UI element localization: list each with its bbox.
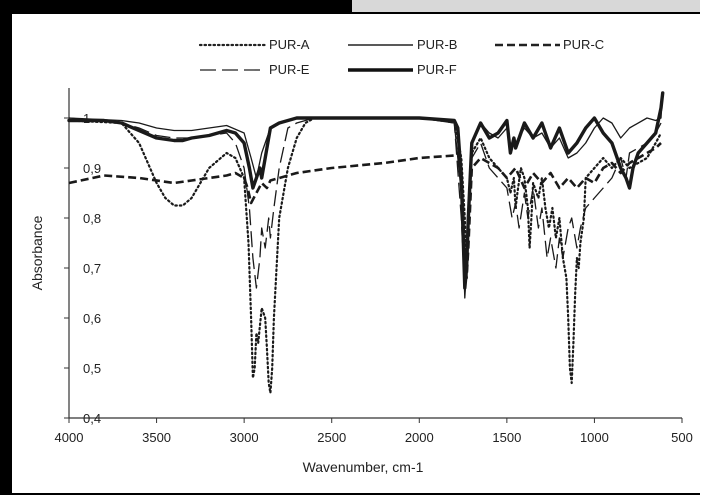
series-lines xyxy=(67,91,665,395)
legend-label-pur-e: PUR-E xyxy=(269,62,310,77)
y-tick-label: 0,5 xyxy=(83,361,101,376)
x-ticks: 4000 3500 3000 2500 2000 1500 1000 500 xyxy=(55,418,693,445)
legend: PUR-A PUR-B PUR-C PUR-E PUR-F xyxy=(198,37,604,77)
x-axis-title: Wavenumber, cm-1 xyxy=(303,459,424,475)
right-white-strip xyxy=(700,0,710,495)
y-axis-title: Absorbance xyxy=(29,215,45,290)
y-tick-label: 0,6 xyxy=(83,311,101,326)
x-tick-label: 4000 xyxy=(55,430,84,445)
legend-label-pur-b: PUR-B xyxy=(417,37,457,52)
series-line-pur-f xyxy=(67,91,665,290)
legend-label-pur-f: PUR-F xyxy=(417,62,457,77)
series-line-pur-a xyxy=(67,116,663,395)
y-tick-label: 0,7 xyxy=(83,261,101,276)
inner-canvas xyxy=(12,14,707,493)
y-tick-label: 0,4 xyxy=(83,411,101,426)
top-grey-strip xyxy=(352,0,710,12)
y-tick-label: 0,8 xyxy=(83,211,101,226)
x-tick-label: 3500 xyxy=(142,430,171,445)
y-tick-label: 0,9 xyxy=(83,161,101,176)
x-tick-label: 500 xyxy=(671,430,693,445)
series-line-pur-c xyxy=(68,142,662,280)
x-tick-label: 2500 xyxy=(317,430,346,445)
x-tick-label: 2000 xyxy=(405,430,434,445)
x-tick-label: 1000 xyxy=(580,430,609,445)
x-tick-label: 1500 xyxy=(492,430,521,445)
x-tick-label: 3000 xyxy=(230,430,259,445)
series-line-pur-e xyxy=(68,117,662,294)
legend-label-pur-c: PUR-C xyxy=(563,37,604,52)
legend-label-pur-a: PUR-A xyxy=(269,37,310,52)
